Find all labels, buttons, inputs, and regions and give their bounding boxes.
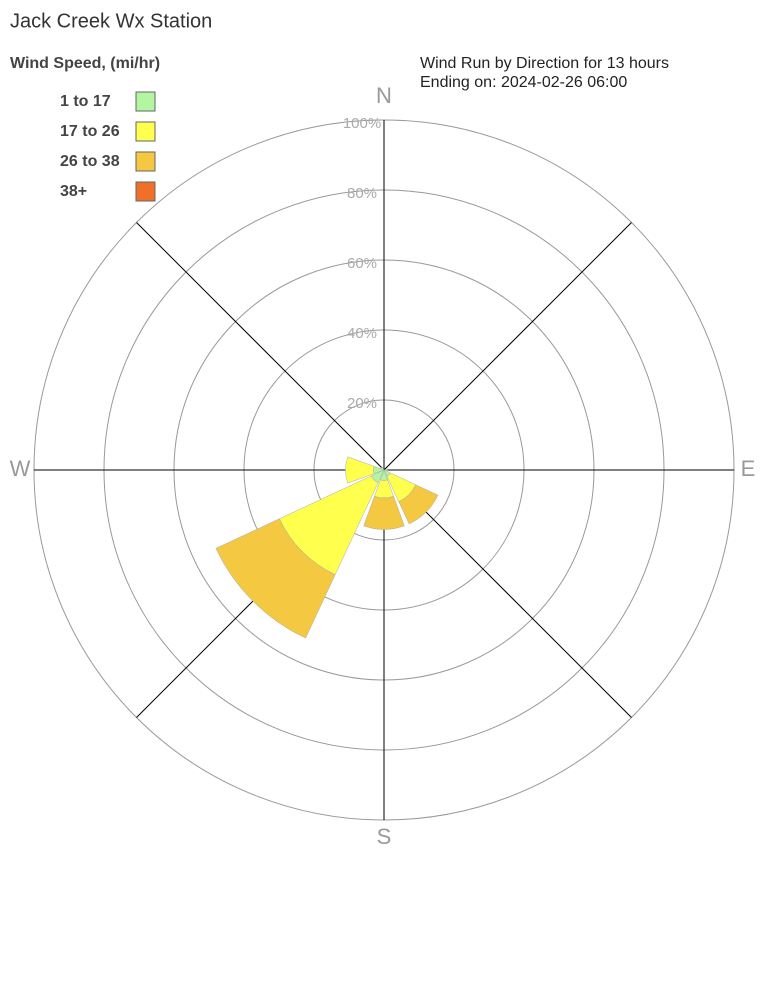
r-tick-label: 80% (347, 185, 377, 202)
legend-label: 26 to 38 (60, 153, 120, 170)
wedge (380, 466, 385, 471)
legend-label: 1 to 17 (60, 93, 111, 110)
legend-swatch (135, 91, 156, 112)
legend-swatch (135, 181, 156, 202)
legend-swatch (135, 121, 156, 142)
subtitle: Wind Run by Direction for 13 hours (420, 55, 669, 72)
r-tick-label: 20% (347, 395, 377, 412)
r-tick-label: 60% (347, 255, 377, 272)
r-tick-label: 100% (343, 115, 381, 132)
chart-title: Jack Creek Wx Station (10, 10, 212, 32)
compass-label: N (376, 83, 392, 108)
legend-label: 17 to 26 (60, 123, 120, 140)
wedge (383, 468, 388, 472)
subtitle: Ending on: 2024-02-26 06:00 (420, 74, 627, 91)
wedge (345, 456, 375, 484)
legend-swatch (135, 151, 156, 172)
compass-label: S (377, 824, 392, 849)
legend-label: 38+ (60, 183, 87, 200)
compass-label: E (741, 456, 756, 481)
legend-title: Wind Speed, (mi/hr) (10, 55, 160, 72)
wedge (398, 484, 439, 525)
r-tick-label: 40% (347, 325, 377, 342)
compass-label: W (10, 456, 31, 481)
wedge (363, 495, 405, 530)
